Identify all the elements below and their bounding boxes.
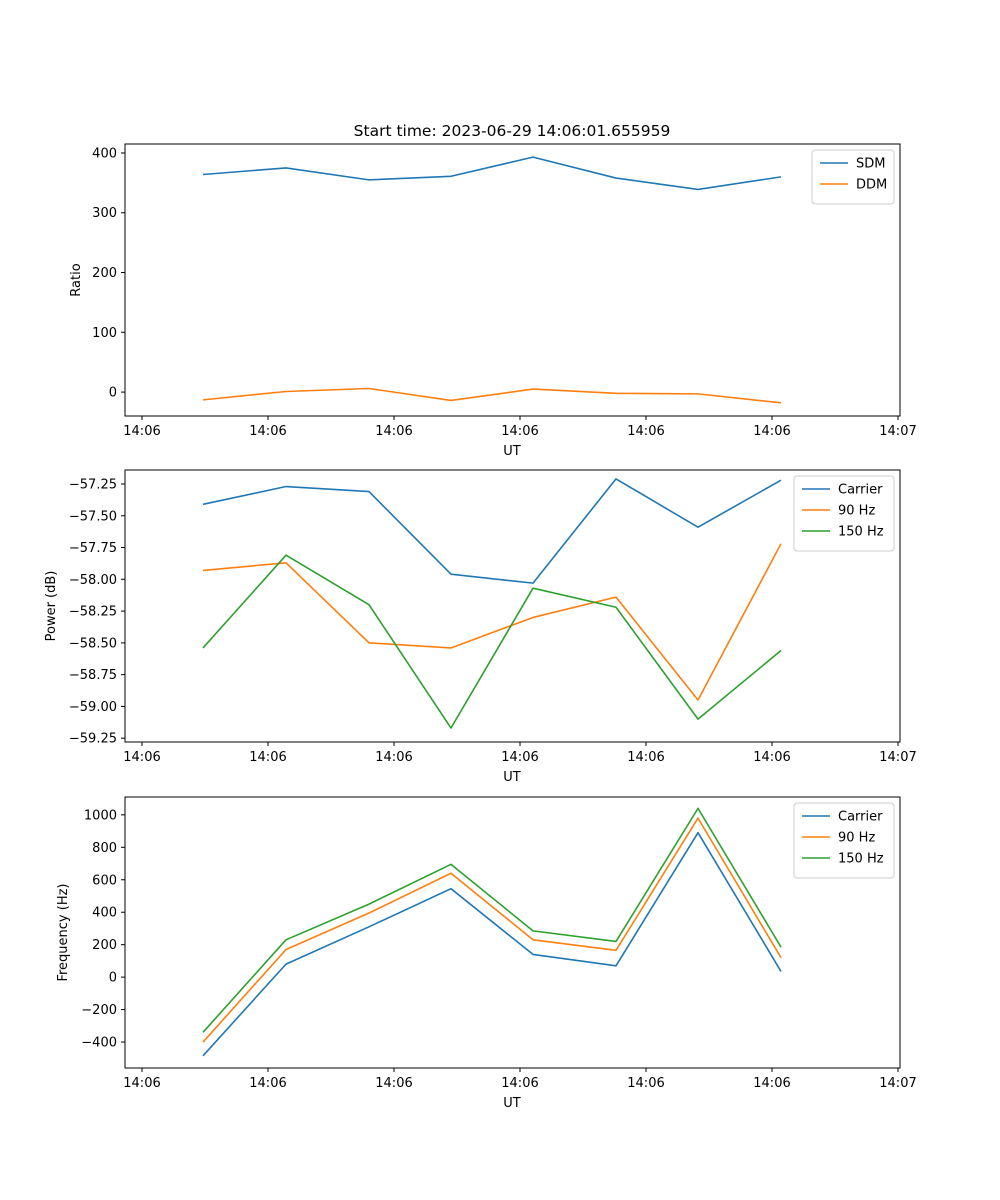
series-line-sdm xyxy=(202,156,782,191)
y-tick-label: −58.25 xyxy=(69,605,117,620)
y-tick-label: 600 xyxy=(92,873,117,888)
y-tick-label: −57.50 xyxy=(69,509,117,524)
series-line-90-hz xyxy=(202,543,782,701)
x-tick-label: 14:07 xyxy=(879,750,916,765)
legend-label: 150 Hz xyxy=(838,525,884,540)
x-tick-label: 14:06 xyxy=(249,424,286,439)
y-axis-label: Ratio xyxy=(69,263,84,296)
y-tick-label: 200 xyxy=(92,266,117,281)
figure-title: Start time: 2023-06-29 14:06:01.655959 xyxy=(354,122,671,140)
legend-label: Carrier xyxy=(838,810,883,825)
legend: Carrier 90 Hz 150 Hz xyxy=(793,475,895,552)
legend-label: 90 Hz xyxy=(838,504,875,519)
plot-frame xyxy=(124,143,901,417)
x-tick-label: 14:06 xyxy=(375,424,412,439)
y-tick-label: 400 xyxy=(92,906,117,921)
subplot-power: 14:06 14:06 14:06 14:06 14:06 14:06 14:07 −57.2… xyxy=(44,469,917,785)
x-tick-label: 14:06 xyxy=(375,750,412,765)
series-line-150-hz xyxy=(202,554,782,729)
y-tick-label: 0 xyxy=(109,386,117,401)
subplot-frequency: 14:06 14:06 14:06 14:06 14:06 14:06 14:07 −400 −… xyxy=(56,796,917,1111)
y-tick-label: −57.25 xyxy=(69,477,117,492)
x-tick-label: 14:06 xyxy=(249,750,286,765)
y-tick-label: 200 xyxy=(92,938,117,953)
legend: SDM DDM xyxy=(811,149,895,205)
series-line-carrier xyxy=(202,831,782,1057)
x-tick-label: 14:06 xyxy=(753,750,790,765)
x-tick-label: 14:07 xyxy=(879,424,916,439)
x-tick-label: 14:06 xyxy=(123,750,160,765)
subplot-ratio: 14:06 14:06 14:06 14:06 14:06 14:06 14:07 0 100 2… xyxy=(69,143,917,459)
legend-box xyxy=(793,802,895,879)
y-tick-label: 1000 xyxy=(84,808,117,823)
y-tick-label: 400 xyxy=(92,146,117,161)
x-axis-label: UT xyxy=(503,444,521,459)
x-tick-label: 14:06 xyxy=(627,1076,664,1091)
y-tick-label: −58.50 xyxy=(69,636,117,651)
series-line-150-hz xyxy=(202,807,782,1033)
y-tick-label: −59.25 xyxy=(69,732,117,747)
legend-label: 150 Hz xyxy=(838,852,884,867)
legend-box xyxy=(793,475,895,552)
y-tick-label: 100 xyxy=(92,326,117,341)
x-tick-label: 14:06 xyxy=(627,424,664,439)
y-tick-label: 0 xyxy=(109,971,117,986)
x-tick-label: 14:06 xyxy=(627,750,664,765)
legend-label: DDM xyxy=(856,178,887,193)
y-tick-label: −57.75 xyxy=(69,541,117,556)
legend-label: 90 Hz xyxy=(838,831,875,846)
x-tick-label: 14:06 xyxy=(375,1076,412,1091)
y-axis-label: Power (dB) xyxy=(44,571,59,642)
y-tick-label: −59.00 xyxy=(69,700,117,715)
y-tick-label: 800 xyxy=(92,841,117,856)
legend-label: Carrier xyxy=(838,483,883,498)
y-tick-label: −58.75 xyxy=(69,668,117,683)
legend: Carrier 90 Hz 150 Hz xyxy=(793,802,895,879)
x-tick-label: 14:06 xyxy=(753,1076,790,1091)
y-tick-label: −200 xyxy=(81,1003,117,1018)
y-tick-label: 300 xyxy=(92,206,117,221)
legend-label: SDM xyxy=(856,157,885,172)
x-axis-label: UT xyxy=(503,1096,521,1111)
x-tick-label: 14:06 xyxy=(753,424,790,439)
x-tick-label: 14:06 xyxy=(123,424,160,439)
series-line-ddm xyxy=(202,387,782,404)
y-tick-label: −58.00 xyxy=(69,573,117,588)
y-axis-label: Frequency (Hz) xyxy=(56,883,71,981)
series-line-carrier xyxy=(202,478,782,584)
plot-frame xyxy=(124,796,901,1069)
x-tick-label: 14:06 xyxy=(501,750,538,765)
y-tick-label: −400 xyxy=(81,1036,117,1051)
x-tick-label: 14:06 xyxy=(501,1076,538,1091)
x-tick-label: 14:06 xyxy=(501,424,538,439)
x-tick-label: 14:07 xyxy=(879,1076,916,1091)
x-axis-label: UT xyxy=(503,770,521,785)
series-line-90-hz xyxy=(202,817,782,1043)
plot-frame xyxy=(124,469,901,743)
x-tick-label: 14:06 xyxy=(249,1076,286,1091)
x-tick-label: 14:06 xyxy=(123,1076,160,1091)
